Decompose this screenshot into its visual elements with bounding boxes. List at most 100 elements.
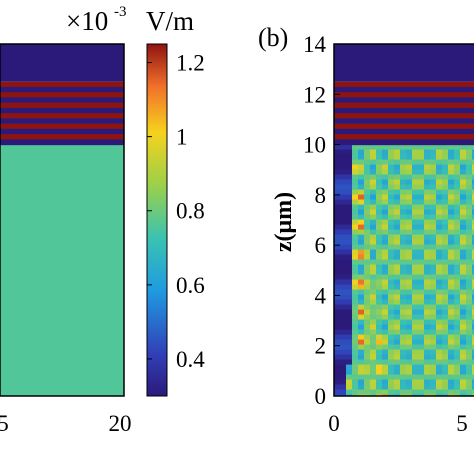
heat-cell xyxy=(394,264,401,270)
heat-cell xyxy=(394,354,401,360)
heat-cell xyxy=(436,149,443,155)
heat-cell xyxy=(436,304,443,310)
heat-cell xyxy=(418,199,425,205)
heat-cell xyxy=(382,304,389,310)
heat-cell xyxy=(448,279,455,285)
heat-cell xyxy=(424,289,431,295)
heat-cell xyxy=(442,209,449,215)
heat-cell xyxy=(436,374,443,380)
heat-cell xyxy=(466,259,473,265)
heat-cell xyxy=(376,244,383,250)
heat-cell xyxy=(364,389,371,395)
heat-cell xyxy=(454,189,461,195)
stripe-band xyxy=(0,92,124,99)
heat-cell xyxy=(424,184,431,190)
heat-cell xyxy=(400,284,407,290)
heat-cell xyxy=(340,224,347,230)
heat-cell xyxy=(460,389,467,395)
heat-cell xyxy=(346,254,353,260)
heat-cell xyxy=(352,359,359,365)
heat-cell xyxy=(340,309,347,315)
heat-cell xyxy=(418,359,425,365)
heat-cell xyxy=(340,229,347,235)
heat-cell xyxy=(346,379,353,385)
heat-cell xyxy=(406,324,413,330)
heat-cell xyxy=(388,224,395,230)
heat-cell xyxy=(358,214,365,220)
heat-cell xyxy=(466,199,473,205)
heat-cell xyxy=(436,254,443,260)
heat-cell xyxy=(448,344,455,350)
heat-cell xyxy=(358,379,365,385)
heat-cell xyxy=(352,334,359,340)
heat-cell xyxy=(436,334,443,340)
heat-cell xyxy=(334,309,341,315)
heat-cell xyxy=(442,269,449,275)
x-ticks-a: 5 20 xyxy=(0,411,132,436)
heat-cell xyxy=(340,189,347,195)
heat-cell xyxy=(388,369,395,375)
heat-cell xyxy=(442,149,449,155)
heat-cell xyxy=(466,299,473,305)
heat-cell xyxy=(358,339,365,345)
heat-cell xyxy=(424,309,431,315)
heat-cell xyxy=(460,309,467,315)
heat-cell xyxy=(400,329,407,335)
heat-cell xyxy=(460,299,467,305)
heat-cell xyxy=(412,219,419,225)
heat-cell xyxy=(346,269,353,275)
heat-cell xyxy=(472,204,474,210)
heat-cell xyxy=(382,159,389,165)
heat-cell xyxy=(376,169,383,175)
heat-cell xyxy=(442,189,449,195)
heat-cell xyxy=(400,234,407,240)
heat-cell xyxy=(424,304,431,310)
heat-cell xyxy=(424,224,431,230)
heat-cell xyxy=(388,334,395,340)
heat-cell xyxy=(400,209,407,215)
heat-cell xyxy=(418,189,425,195)
heat-cell xyxy=(352,164,359,170)
heat-cell xyxy=(388,339,395,345)
heat-cell xyxy=(436,274,443,280)
heat-cell xyxy=(382,239,389,245)
heat-cell xyxy=(352,309,359,315)
heat-cell xyxy=(424,229,431,235)
heat-cell xyxy=(370,184,377,190)
heat-cell xyxy=(370,319,377,325)
stripe-band xyxy=(0,86,124,93)
heat-cell xyxy=(376,209,383,215)
heat-cell xyxy=(472,184,474,190)
heat-cell xyxy=(358,304,365,310)
heat-cell xyxy=(448,259,455,265)
heat-cell xyxy=(340,274,347,280)
heat-cell xyxy=(412,274,419,280)
heat-cell xyxy=(448,224,455,230)
heat-cell xyxy=(412,309,419,315)
heat-cell xyxy=(424,149,431,155)
heat-cell xyxy=(364,144,371,150)
heat-cell xyxy=(412,174,419,180)
heat-cell xyxy=(472,169,474,175)
heat-cell xyxy=(436,194,443,200)
heat-cell xyxy=(382,284,389,290)
heat-cell xyxy=(370,324,377,330)
heat-cell xyxy=(424,384,431,390)
heat-cell xyxy=(448,144,455,150)
y-tick-label-b: 12 xyxy=(303,82,326,107)
heat-cell xyxy=(376,279,383,285)
heat-cell xyxy=(370,279,377,285)
heat-cell xyxy=(388,284,395,290)
heat-cell xyxy=(412,234,419,240)
heat-cell xyxy=(376,199,383,205)
heat-cell xyxy=(406,169,413,175)
heat-cell xyxy=(358,354,365,360)
heat-cell xyxy=(382,354,389,360)
heat-cell xyxy=(466,264,473,270)
heat-cell xyxy=(442,314,449,320)
heat-cell xyxy=(430,159,437,165)
heat-cell xyxy=(376,184,383,190)
heat-cell xyxy=(436,384,443,390)
heat-cell xyxy=(382,319,389,325)
heat-cell xyxy=(460,349,467,355)
